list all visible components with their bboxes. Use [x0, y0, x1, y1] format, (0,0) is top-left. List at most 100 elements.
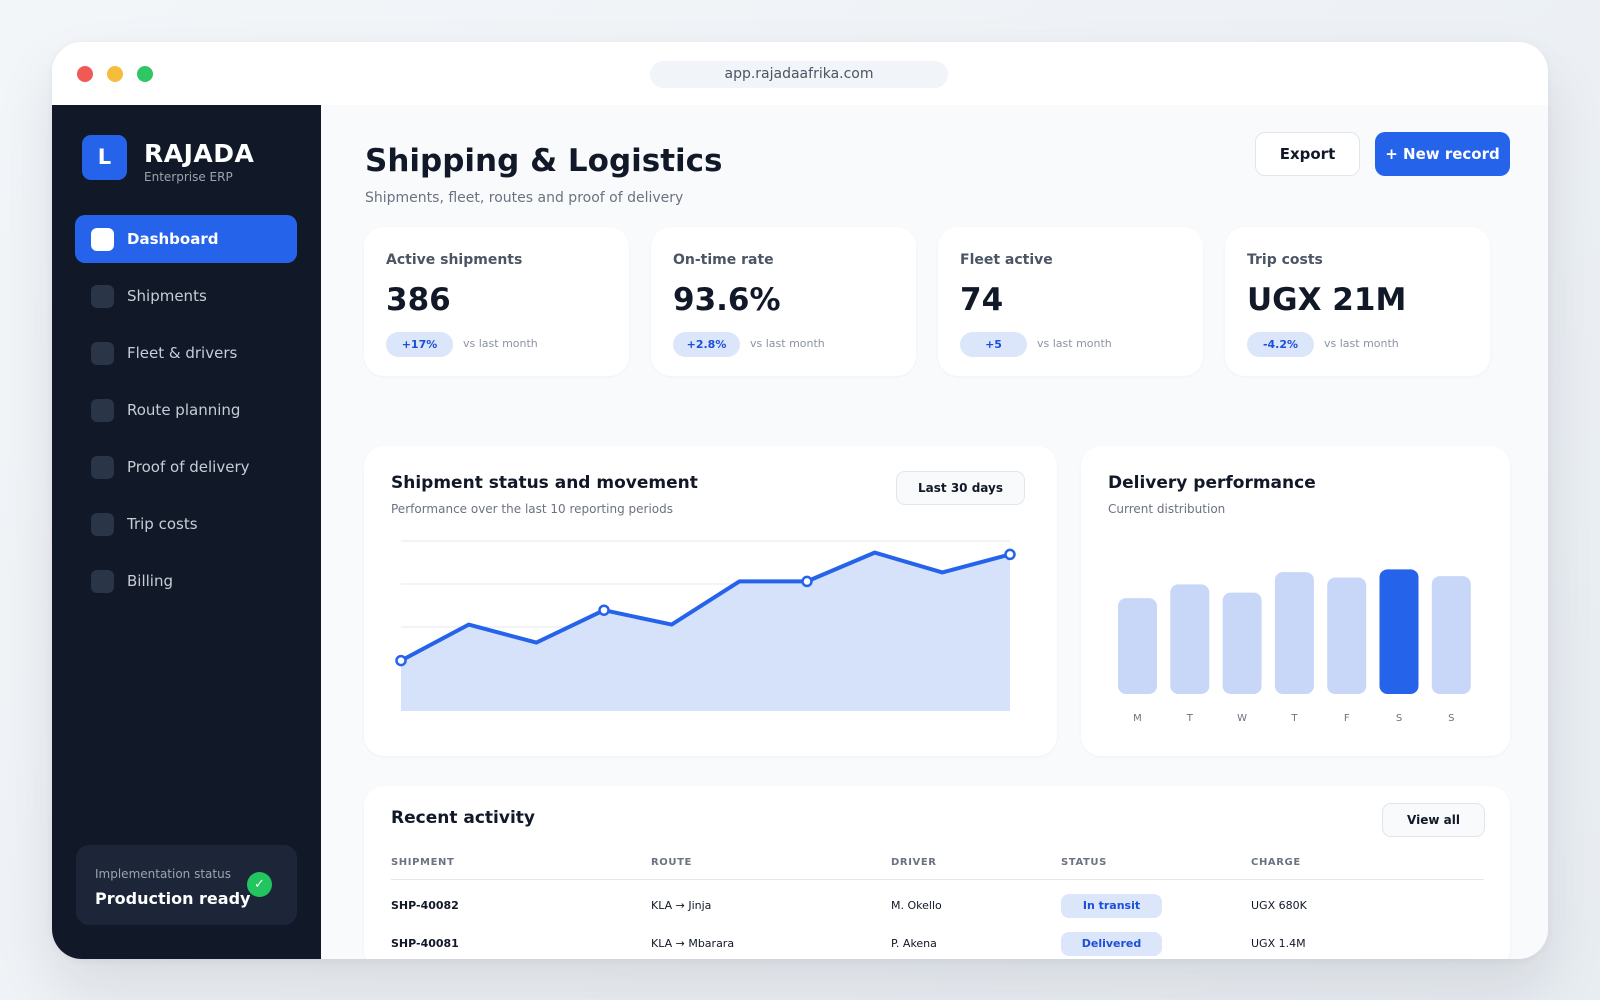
- bar: [1170, 584, 1210, 694]
- stat-label: Fleet active: [960, 252, 1053, 268]
- data-point: [395, 654, 407, 667]
- table-divider: [391, 879, 1484, 880]
- stat-value: 93.6%: [673, 282, 781, 318]
- sidebar-item-dashboard[interactable]: Dashboard: [75, 215, 297, 263]
- performance-chart-subtitle: Current distribution: [1108, 502, 1226, 516]
- x-tick-label: T: [1186, 713, 1194, 724]
- x-tick-label: F: [1344, 713, 1350, 724]
- view-all-button[interactable]: View all: [1382, 803, 1485, 837]
- new-record-button[interactable]: + New record: [1375, 132, 1510, 176]
- stat-card-fleet-active: Fleet active 74 +5 vs last month: [938, 227, 1203, 376]
- sidebar-item-shipments[interactable]: Shipments: [75, 272, 297, 320]
- stat-card-trip-costs: Trip costs UGX 21M -4.2% vs last month: [1225, 227, 1490, 376]
- stat-delta-badge: +2.8%: [673, 332, 740, 357]
- brand-tagline: Enterprise ERP: [144, 170, 233, 184]
- implementation-status-card: Implementation status Production ready ✓: [76, 845, 297, 925]
- sidebar-item-proof-of-delivery[interactable]: Proof of delivery: [75, 443, 297, 491]
- route-cell: KLA → Mbarara: [651, 937, 735, 950]
- bar: [1379, 569, 1419, 694]
- proof-icon: [91, 456, 114, 479]
- bar: [1327, 577, 1367, 694]
- billing-icon: [91, 570, 114, 593]
- date-range-button[interactable]: Last 30 days: [896, 471, 1025, 505]
- x-tick-label: S: [1396, 713, 1402, 724]
- sidebar-item-billing[interactable]: Billing: [75, 557, 297, 605]
- main-content: Shipping & Logistics Shipments, fleet, r…: [321, 105, 1548, 959]
- performance-chart-title: Delivery performance: [1108, 473, 1316, 493]
- charge-cell: UGX 1.4M: [1251, 937, 1306, 950]
- column-header-charge[interactable]: CHARGE: [1251, 857, 1301, 868]
- column-header-driver[interactable]: DRIVER: [891, 857, 937, 868]
- recent-activity-panel: Recent activity View all SHIPMENT ROUTE …: [364, 786, 1510, 959]
- stat-label: Active shipments: [386, 252, 523, 268]
- movement-chart-subtitle: Performance over the last 10 reporting p…: [391, 502, 673, 516]
- data-point: [801, 575, 813, 588]
- shipment-id-cell[interactable]: SHP-40082: [391, 899, 459, 912]
- window-titlebar: app.rajadaafrika.com: [52, 42, 1548, 105]
- dashboard-icon: [91, 228, 114, 251]
- series-line: [399, 550, 1012, 663]
- shipments-icon: [91, 285, 114, 308]
- sidebar-item-route-planning[interactable]: Route planning: [75, 386, 297, 434]
- movement-chart-panel: Shipment status and movement Performance…: [364, 446, 1057, 756]
- route-cell: KLA → Jinja: [651, 899, 712, 912]
- stat-card-active-shipments: Active shipments 386 +17% vs last month: [364, 227, 629, 376]
- data-point: [598, 604, 610, 616]
- stat-delta-badge: -4.2%: [1247, 332, 1314, 357]
- delivery-performance-panel: M T W T F S S Delivery performance Current dis…: [1081, 446, 1510, 756]
- charge-cell: UGX 680K: [1251, 899, 1307, 912]
- stat-value: 386: [386, 282, 451, 318]
- stat-delta-badge: +5: [960, 332, 1027, 357]
- bar: [1222, 592, 1262, 694]
- x-tick-label: W: [1237, 713, 1247, 724]
- column-header-route[interactable]: ROUTE: [651, 857, 692, 868]
- maximize-window-dot[interactable]: [137, 66, 153, 82]
- status-badge: In transit: [1061, 894, 1162, 918]
- costs-icon: [91, 513, 114, 536]
- route-icon: [91, 399, 114, 422]
- sidebar-item-label: Proof of delivery: [127, 458, 250, 476]
- logo-badge: L: [82, 135, 127, 180]
- sidebar-item-label: Fleet & drivers: [127, 344, 238, 362]
- column-header-status[interactable]: STATUS: [1061, 857, 1107, 868]
- implementation-status-label: Implementation status: [95, 867, 231, 881]
- sidebar-item-fleet-drivers[interactable]: Fleet & drivers: [75, 329, 297, 377]
- driver-cell: M. Okello: [891, 899, 942, 912]
- shipment-id-cell[interactable]: SHP-40081: [391, 937, 459, 950]
- driver-cell: P. Akena: [891, 937, 937, 950]
- bar: [1274, 572, 1314, 694]
- page-subtitle: Shipments, fleet, routes and proof of de…: [365, 190, 684, 206]
- sidebar-item-trip-costs[interactable]: Trip costs: [75, 500, 297, 548]
- x-tick-label: M: [1133, 713, 1142, 724]
- implementation-status-value: Production ready: [95, 889, 251, 908]
- sidebar: L RAJADA Enterprise ERP Dashboard Shipme…: [52, 105, 321, 959]
- movement-chart-title: Shipment status and movement: [391, 473, 698, 493]
- close-window-dot[interactable]: [77, 66, 93, 82]
- bar: [1118, 598, 1157, 694]
- stat-card-on-time-rate: On-time rate 93.6% +2.8% vs last month: [651, 227, 916, 376]
- stat-compare-text: vs last month: [1037, 337, 1112, 350]
- stat-compare-text: vs last month: [463, 337, 538, 350]
- brand-name: RAJADA: [144, 139, 255, 168]
- x-tick-label: S: [1448, 713, 1454, 724]
- check-icon: ✓: [247, 872, 272, 897]
- sidebar-item-label: Dashboard: [127, 230, 219, 248]
- stat-value: 74: [960, 282, 1004, 318]
- minimize-window-dot[interactable]: [107, 66, 123, 82]
- area-fill: [401, 552, 1010, 711]
- sidebar-item-label: Shipments: [127, 287, 207, 305]
- sidebar-item-label: Trip costs: [127, 515, 198, 533]
- stat-compare-text: vs last month: [750, 337, 825, 350]
- sidebar-item-label: Billing: [127, 572, 173, 590]
- column-header-shipment[interactable]: SHIPMENT: [391, 857, 455, 868]
- recent-activity-title: Recent activity: [391, 808, 535, 828]
- address-bar[interactable]: app.rajadaafrika.com: [650, 61, 948, 88]
- bar: [1431, 576, 1471, 694]
- x-tick-label: T: [1290, 713, 1298, 724]
- fleet-icon: [91, 342, 114, 365]
- data-point: [1004, 548, 1016, 561]
- sidebar-item-label: Route planning: [127, 401, 241, 419]
- status-badge: Delivered: [1061, 932, 1162, 956]
- export-button[interactable]: Export: [1255, 132, 1360, 176]
